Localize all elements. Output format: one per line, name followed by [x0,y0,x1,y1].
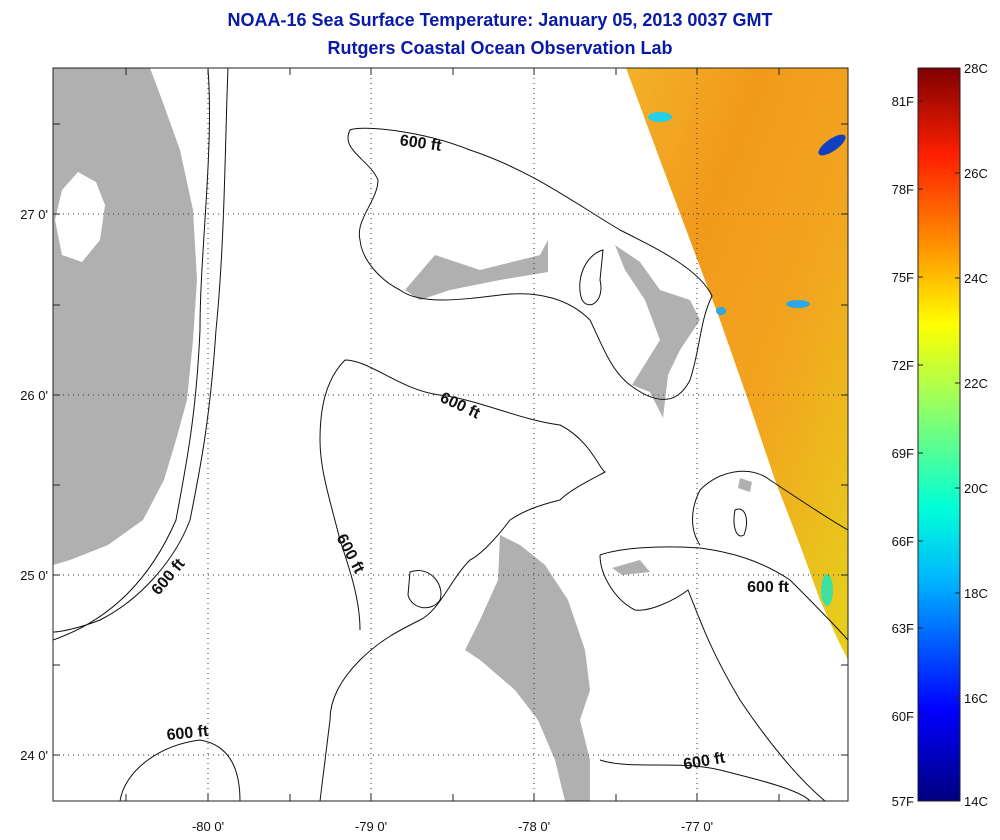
cool-patch [818,134,846,156]
colorbar-c-label: 28C [964,61,988,76]
map-title: NOAA-16 Sea Surface Temperature: January… [227,10,773,30]
cool-patch [716,307,726,315]
graticule [53,68,848,801]
lon-tick-label: -77 0' [681,819,713,834]
contour-label: 600 ft [437,389,483,422]
colorbar-c-label: 14C [964,794,988,809]
new-providence-land [612,560,650,575]
contour-label: 600 ft [747,579,789,596]
lon-tick-label: -78 0' [518,819,550,834]
colorbar-c-label: 18C [964,586,988,601]
axis-ticks [53,68,848,801]
colorbar-c-label: 26C [964,166,988,181]
colorbar-c-label: 24C [964,271,988,286]
cool-patch [821,574,833,606]
colorbar-f-label: 57F [892,794,914,809]
lon-tick-label: -79 0' [355,819,387,834]
depth-contours [53,68,848,801]
colorbar [917,67,961,802]
map-frame [52,67,849,802]
abaco-land [615,245,700,418]
colorbar-c-label: 20C [964,481,988,496]
cool-patch [786,300,810,308]
sst-swath [626,68,848,660]
lake-okeechobee [55,172,105,262]
lat-tick-label: 25 0' [20,568,48,583]
lat-tick-label: 24 0' [20,748,48,763]
colorbar-f-label: 78F [892,182,914,197]
florida-land [53,68,197,565]
andros-land [465,535,590,801]
lon-tick-label: -80 0' [192,819,224,834]
colorbar-f-label: 75F [892,270,914,285]
colorbar-f-label: 72F [892,358,914,373]
contour-label: 600 ft [333,531,368,576]
colorbar-f-label: 81F [892,94,914,109]
eleuthera-land [738,478,752,492]
colorbar-c-label: 16C [964,691,988,706]
contour-label: 600 ft [399,132,443,155]
colorbar-c-label: 22C [964,376,988,391]
colorbar-ticks [918,100,960,717]
colorbar-f-label: 60F [892,709,914,724]
grand-bahama-land [405,240,548,300]
lat-tick-label: 26 0' [20,388,48,403]
colorbar-f-label: 63F [892,621,914,636]
contour-label: 600 ft [166,723,210,744]
map-subtitle: Rutgers Coastal Ocean Observation Lab [327,38,673,58]
lat-tick-label: 27 0' [20,207,48,222]
colorbar-f-label: 66F [892,534,914,549]
colorbar-f-label: 69F [892,446,914,461]
cool-patch [648,112,672,122]
